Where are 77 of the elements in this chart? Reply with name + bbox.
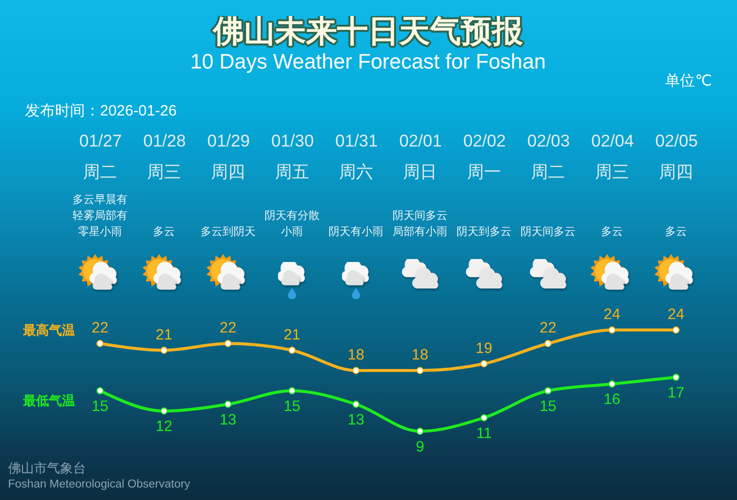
data-label: 13 (348, 410, 364, 428)
text: 发布时间：2026-01-26 (25, 102, 177, 119)
point (544, 339, 552, 347)
data-label: 17 (668, 384, 684, 401)
text: 周四 (659, 162, 693, 181)
data-label: 21 (284, 326, 300, 343)
data-label: 15 (92, 397, 108, 414)
data-label: 22 (92, 319, 108, 336)
text: 单位℃ (665, 72, 712, 89)
point (160, 406, 168, 414)
data-label: 13 (220, 410, 236, 428)
text: 周三 (595, 162, 629, 181)
point (352, 366, 360, 374)
text: 周六 (339, 162, 373, 181)
text: 周二 (83, 162, 117, 181)
data-label: 15 (284, 397, 300, 414)
x-tick-label: 01/29 (207, 131, 250, 150)
text: 周日 (403, 162, 437, 181)
data-label: 16 (604, 390, 620, 408)
data-label: 12 (156, 418, 172, 434)
x-tick-label: 02/01 (399, 131, 442, 150)
x-tick-label: 02/02 (463, 131, 506, 150)
point (480, 360, 488, 367)
data-label: 9 (416, 438, 424, 455)
series-label: 最低气温 (22, 392, 75, 408)
x-tick-label: 01/27 (79, 131, 122, 150)
x-tick-label: 02/03 (527, 131, 570, 150)
text: 多云 (601, 226, 623, 238)
point (672, 326, 680, 334)
point (416, 427, 424, 434)
point (608, 326, 616, 334)
x-tick-label: 01/28 (143, 131, 186, 150)
point (96, 386, 104, 394)
data-label: 24 (604, 306, 620, 322)
data-label: 22 (220, 319, 236, 336)
point (160, 346, 168, 354)
data-label: 22 (540, 319, 556, 336)
x-tick-label: 01/30 (271, 131, 314, 150)
data-label: 18 (348, 346, 364, 363)
point (480, 414, 488, 421)
point (288, 346, 296, 354)
text: 周四 (211, 162, 245, 181)
text: 周一 (467, 162, 501, 181)
text: 阴天到多云 (456, 226, 512, 238)
text: 多云早晨有轻雾局部有零星小雨 (72, 194, 128, 238)
text: 阴天有小雨 (328, 224, 384, 238)
text: 周二 (531, 162, 565, 181)
data-label: 19 (476, 339, 492, 356)
point (352, 400, 360, 408)
x-tick-label: 01/31 (335, 131, 378, 150)
data-label: 18 (412, 346, 428, 363)
text: 多云 (153, 226, 175, 238)
point (608, 380, 616, 388)
point (96, 339, 104, 347)
text: 阴天有分散小雨 (264, 210, 320, 238)
text: 周五 (275, 162, 309, 181)
data-label: 11 (476, 424, 492, 442)
x-tick-label: 02/05 (655, 131, 698, 150)
text: 阴天间多云局部有小雨 (392, 210, 448, 238)
text: 周三 (147, 162, 181, 181)
x-tick-label: 02/04 (591, 131, 634, 150)
data-label: 21 (156, 326, 172, 343)
point (224, 339, 232, 347)
data-label: 15 (540, 397, 556, 414)
point (224, 400, 232, 408)
point (544, 386, 552, 394)
series-label: 最高气温 (22, 322, 75, 337)
text: Foshan Meteorological Observatory (8, 478, 190, 490)
data-label: 24 (668, 306, 684, 322)
text: 佛山市气象台 (8, 460, 86, 475)
point (416, 366, 424, 374)
text: 多云 (665, 226, 687, 238)
point (288, 386, 296, 394)
text: 多云到阴天 (200, 226, 256, 238)
text: 阴天间多云 (520, 226, 576, 238)
point (672, 373, 680, 380)
chart-subtitle: 10 Days Weather Forecast for Foshan (190, 50, 546, 73)
